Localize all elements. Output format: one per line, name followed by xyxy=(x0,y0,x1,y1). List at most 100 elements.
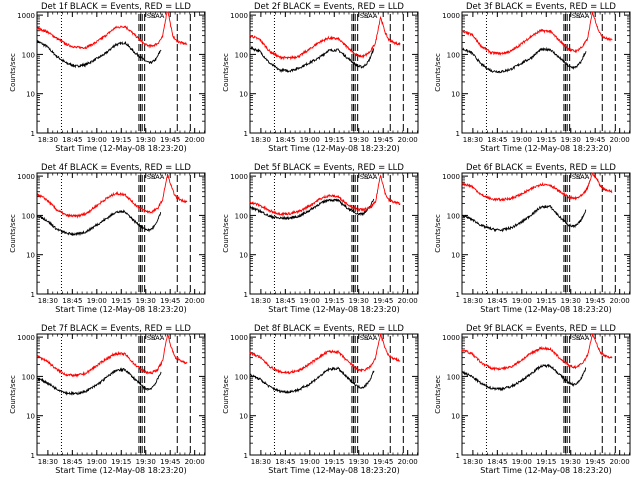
detector-panel-6: Det 6f BLACK = Events, RED = LLD 1 10 100 10… xyxy=(434,163,631,314)
y-tick-label: 1 xyxy=(456,130,460,138)
y-axis-label: Counts/sec xyxy=(9,375,17,414)
x-tick-label: 18:45 xyxy=(275,136,295,144)
y-axis-label: Counts/sec xyxy=(222,53,230,92)
x-tick-label: 19:45 xyxy=(373,297,393,305)
y-tick-label: 100 xyxy=(22,373,35,381)
y-tick-label: 10 xyxy=(451,91,460,99)
lld-series-line xyxy=(36,334,188,378)
x-tick-label: 19:00 xyxy=(300,297,320,305)
x-tick-label: 19:45 xyxy=(585,297,605,305)
events-series-line xyxy=(461,363,587,392)
y-tick-label: 1000 xyxy=(442,334,460,342)
x-tick-label: 19:00 xyxy=(512,458,532,466)
x-tick-label: 19:15 xyxy=(536,136,556,144)
y-axis-label: Counts/sec xyxy=(434,375,442,414)
x-tick-label: 19:15 xyxy=(536,458,556,466)
flag-label: SR xyxy=(360,12,369,20)
lld-series-line xyxy=(36,173,188,219)
x-tick-label: 19:45 xyxy=(160,458,180,466)
flag-label: SAA xyxy=(151,173,165,181)
x-tick-label: 18:30 xyxy=(463,297,483,305)
y-tick-label: 1 xyxy=(456,291,460,299)
y-tick-label: 1000 xyxy=(442,173,460,181)
y-tick-label: 1000 xyxy=(17,334,35,342)
x-tick-label: 18:30 xyxy=(251,458,271,466)
detector-panel-1: Det 1f BLACK = Events, RED = LLD 1 10 100 10… xyxy=(9,2,206,153)
events-series-line xyxy=(36,367,162,396)
y-tick-label: 1000 xyxy=(442,12,460,20)
y-tick-label: 1 xyxy=(31,130,35,138)
x-tick-label: 19:45 xyxy=(585,458,605,466)
x-axis-label: Start Time (12-May-08 18:23:20) xyxy=(55,144,186,153)
y-tick-label: 10 xyxy=(239,252,248,260)
detector-panel-5: Det 5f BLACK = Events, RED = LLD 1 10 100 10… xyxy=(222,163,419,314)
x-tick-label: 18:30 xyxy=(251,136,271,144)
y-tick-label: 100 xyxy=(22,212,35,220)
x-tick-label: 20:00 xyxy=(185,458,205,466)
x-tick-label: 20:00 xyxy=(610,458,630,466)
x-tick-label: 18:30 xyxy=(463,136,483,144)
x-tick-label: 19:15 xyxy=(324,136,344,144)
flag-label: SR xyxy=(147,173,156,181)
y-tick-label: 100 xyxy=(447,212,460,220)
flag-label: SAA xyxy=(576,173,590,181)
y-tick-label: 10 xyxy=(26,91,35,99)
y-axis-label: Counts/sec xyxy=(434,53,442,92)
y-tick-label: 1000 xyxy=(230,173,248,181)
flag-label: SR xyxy=(147,12,156,20)
x-tick-label: 18:45 xyxy=(487,297,507,305)
x-axis-label: Start Time (12-May-08 18:23:20) xyxy=(55,466,186,475)
y-tick-label: 1 xyxy=(456,452,460,460)
events-series-line xyxy=(36,209,162,237)
x-tick-label: 19:45 xyxy=(160,297,180,305)
y-tick-label: 1000 xyxy=(17,12,35,20)
detector-panel-8: Det 8f BLACK = Events, RED = LLD 1 10 100 10… xyxy=(222,324,419,475)
flag-label: SAA xyxy=(151,334,165,342)
x-tick-label: 20:00 xyxy=(610,136,630,144)
x-axis-label: Start Time (12-May-08 18:23:20) xyxy=(268,466,399,475)
y-tick-label: 100 xyxy=(235,373,248,381)
x-tick-label: 19:00 xyxy=(512,297,532,305)
y-axis-label: Counts/sec xyxy=(222,214,230,253)
x-tick-label: 20:00 xyxy=(610,297,630,305)
y-axis-label: Counts/sec xyxy=(222,375,230,414)
y-axis-label: Counts/sec xyxy=(9,214,17,253)
lld-series-line xyxy=(249,174,401,217)
x-tick-label: 19:45 xyxy=(373,458,393,466)
flag-label: SAA xyxy=(364,334,378,342)
x-tick-label: 19:30 xyxy=(349,297,369,305)
y-tick-label: 1000 xyxy=(17,173,35,181)
flag-label: SR xyxy=(572,334,581,342)
x-tick-label: 18:45 xyxy=(487,136,507,144)
x-tick-label: 18:30 xyxy=(251,297,271,305)
y-tick-label: 100 xyxy=(235,212,248,220)
x-tick-label: 18:45 xyxy=(275,297,295,305)
x-tick-label: 19:45 xyxy=(373,136,393,144)
x-tick-label: 19:30 xyxy=(136,136,156,144)
x-tick-label: 19:15 xyxy=(111,136,131,144)
x-tick-label: 19:30 xyxy=(136,458,156,466)
y-tick-label: 1 xyxy=(31,452,35,460)
flag-label: SAA xyxy=(151,12,165,20)
detector-panel-2: Det 2f BLACK = Events, RED = LLD 1 10 100 10… xyxy=(222,2,419,153)
x-tick-label: 18:45 xyxy=(62,458,82,466)
y-tick-label: 100 xyxy=(447,373,460,381)
panel-title: Det 6f BLACK = Events, RED = LLD xyxy=(466,163,616,173)
flag-label: SR xyxy=(147,334,156,342)
x-tick-label: 19:00 xyxy=(87,297,107,305)
x-tick-label: 20:00 xyxy=(185,136,205,144)
x-tick-label: 19:15 xyxy=(324,458,344,466)
y-tick-label: 1 xyxy=(31,291,35,299)
lld-series-line xyxy=(36,11,188,50)
x-axis-label: Start Time (12-May-08 18:23:20) xyxy=(480,144,611,153)
panel-title: Det 4f BLACK = Events, RED = LLD xyxy=(41,163,191,173)
x-tick-label: 19:30 xyxy=(561,458,581,466)
detector-panel-4: Det 4f BLACK = Events, RED = LLD 1 10 100 10… xyxy=(9,163,206,314)
panel-title: Det 2f BLACK = Events, RED = LLD xyxy=(254,2,404,12)
panel-title: Det 1f BLACK = Events, RED = LLD xyxy=(41,2,191,12)
events-series-line xyxy=(36,40,162,69)
x-tick-label: 19:30 xyxy=(561,136,581,144)
x-tick-label: 20:00 xyxy=(398,458,418,466)
x-tick-label: 18:45 xyxy=(275,458,295,466)
